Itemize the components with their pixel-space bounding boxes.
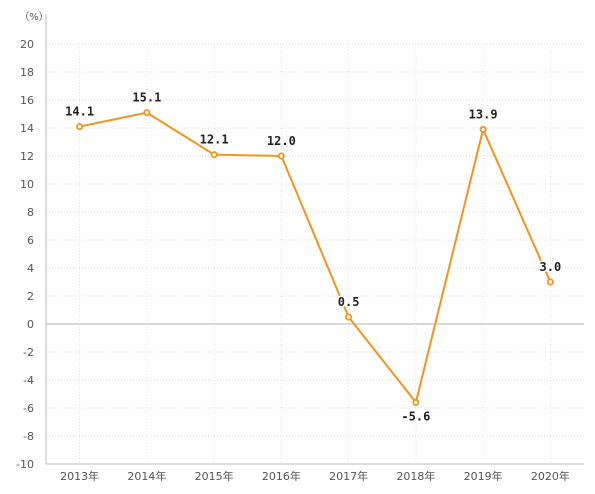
- y-tick-label: 0: [27, 318, 34, 331]
- y-tick-label: 8: [27, 206, 34, 219]
- data-point: [412, 398, 420, 406]
- x-tick-label: 2018年: [396, 469, 435, 483]
- data-label: 0.5: [338, 295, 360, 309]
- data-point: [143, 109, 151, 117]
- data-labels: 14.1 15.1 12.1 12.0 0.5 -5.6 13.9 3.0: [64, 89, 563, 425]
- y-tick-label: 2: [27, 290, 34, 303]
- data-label: 14.1: [65, 105, 94, 119]
- y-axis-unit-label: （%）: [19, 11, 49, 23]
- data-point: [277, 152, 285, 160]
- x-tick-labels: 2013年 2014年 2015年 2016年 2017年 2018年 2019年 2020年: [60, 469, 570, 483]
- y-tick-label: 6: [27, 234, 34, 247]
- y-tick-label: 16: [20, 94, 34, 107]
- y-tick-label: 12: [20, 150, 34, 163]
- x-tick-label: 2014年: [127, 469, 166, 483]
- data-point: [479, 125, 487, 133]
- y-tick-label: -10: [16, 458, 34, 471]
- y-tick-label: 14: [20, 122, 34, 135]
- data-label: 13.9: [469, 107, 498, 121]
- x-tick-label: 2020年: [531, 469, 570, 483]
- y-tick-label: 4: [27, 262, 34, 275]
- data-label: 15.1: [132, 91, 161, 105]
- data-point: [210, 151, 218, 159]
- data-points: [76, 109, 554, 406]
- y-tick-label: 10: [20, 178, 34, 191]
- y-tick-label: 20: [20, 38, 34, 51]
- y-tick-label: -4: [23, 374, 34, 387]
- series-line: [79, 111, 552, 404]
- y-tick-label: -6: [23, 402, 34, 415]
- data-label: 12.1: [200, 133, 229, 147]
- y-tick-labels: -10 -8 -6 -4 -2 0 2 4 6 8 10 12 14 16 18 20: [16, 38, 34, 471]
- y-tick-label: -2: [23, 346, 34, 359]
- x-tick-label: 2016年: [262, 469, 301, 483]
- x-tick-label: 2015年: [195, 469, 234, 483]
- data-point: [546, 278, 554, 286]
- y-tick-label: 18: [20, 66, 34, 79]
- x-tick-label: 2013年: [60, 469, 99, 483]
- data-point: [76, 123, 84, 131]
- data-label: 12.0: [267, 134, 296, 148]
- x-tick-label: 2017年: [329, 469, 368, 483]
- data-label: 3.0: [540, 260, 562, 274]
- data-label: -5.6: [401, 409, 430, 423]
- data-point: [345, 313, 353, 321]
- y-tick-label: -8: [23, 430, 34, 443]
- x-tick-label: 2019年: [464, 469, 503, 483]
